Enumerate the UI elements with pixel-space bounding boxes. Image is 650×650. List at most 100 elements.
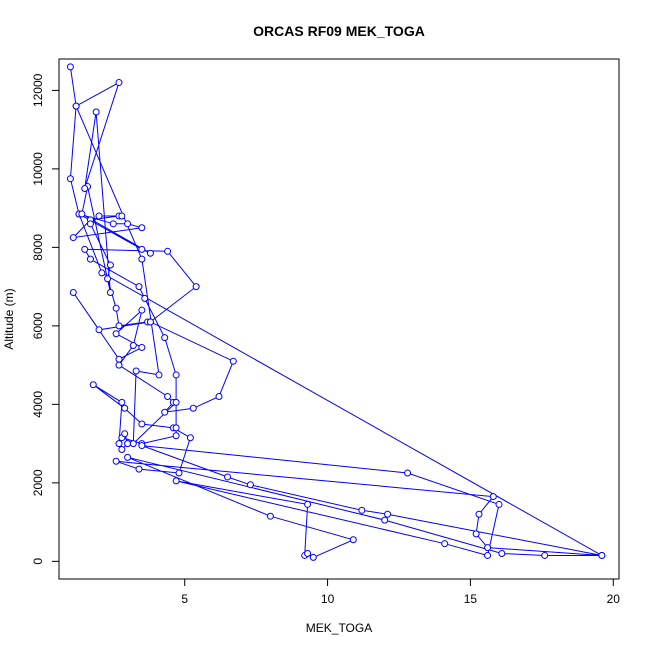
data-point <box>161 408 169 416</box>
data-point <box>266 512 274 520</box>
data-point <box>164 393 172 401</box>
data-point <box>115 79 123 87</box>
data-point <box>172 477 180 485</box>
data-point <box>164 247 172 255</box>
data-point <box>81 185 89 193</box>
data-point <box>135 283 143 291</box>
data-point <box>161 334 169 342</box>
data-point <box>66 175 74 183</box>
data-point <box>104 275 112 283</box>
y-tick-label: 10000 <box>31 152 45 186</box>
data-point <box>132 367 140 375</box>
data-point <box>381 516 389 524</box>
data-point <box>121 430 129 438</box>
data-point <box>129 341 137 349</box>
data-point <box>106 261 114 269</box>
data-point <box>86 220 94 228</box>
data-point <box>86 255 94 263</box>
data-point <box>192 283 200 291</box>
data-point <box>498 549 506 557</box>
data-point <box>484 544 492 552</box>
data-point <box>172 432 180 440</box>
data-point <box>69 289 77 297</box>
data-point <box>106 289 114 297</box>
data-point <box>172 398 180 406</box>
data-point <box>89 381 97 389</box>
data-point <box>135 465 143 473</box>
y-axis: 0 2000 4000 6000 8000 10000 12000 <box>31 73 60 565</box>
data-point <box>349 536 357 544</box>
y-axis-label: Altitude (m) <box>2 288 16 349</box>
data-point <box>229 357 237 365</box>
data-point <box>72 102 80 110</box>
x-tick-label: 20 <box>607 592 621 606</box>
plot-frame <box>58 58 620 580</box>
data-point <box>115 440 123 448</box>
data-point <box>309 553 317 561</box>
data-point <box>475 510 483 518</box>
y-tick-label: 4000 <box>31 391 45 418</box>
data-point <box>95 212 103 220</box>
data-point <box>81 245 89 253</box>
data-point <box>186 434 194 442</box>
data-point <box>304 549 312 557</box>
y-tick-label: 6000 <box>31 312 45 339</box>
data-point <box>129 440 137 448</box>
data-point <box>138 420 146 428</box>
data-point <box>141 294 149 302</box>
x-tick-label: 15 <box>464 592 478 606</box>
data-point <box>124 440 132 448</box>
x-axis-label: MEK_TOGA <box>306 621 372 635</box>
chart-title: ORCAS RF09 MEK_TOGA <box>253 23 425 39</box>
data-point <box>112 304 120 312</box>
data-point <box>598 551 606 559</box>
data-point <box>304 500 312 508</box>
data-point <box>172 424 180 432</box>
data-point <box>138 343 146 351</box>
data-point <box>189 404 197 412</box>
data-point <box>146 249 154 257</box>
data-point <box>541 551 549 559</box>
data-point <box>112 330 120 338</box>
data-point <box>138 245 146 253</box>
data-point <box>472 530 480 538</box>
data-point <box>484 551 492 559</box>
y-tick-label: 8000 <box>31 234 45 261</box>
y-tick-label: 0 <box>31 558 45 565</box>
data-point <box>118 445 126 453</box>
data-point <box>404 469 412 477</box>
x-tick-label: 10 <box>321 592 335 606</box>
data-point <box>215 393 223 401</box>
data-point <box>118 398 126 406</box>
data-point <box>138 255 146 263</box>
data-point <box>384 510 392 518</box>
data-point <box>155 371 163 379</box>
data-point <box>146 318 154 326</box>
data-point <box>78 210 86 218</box>
data-point <box>124 453 132 461</box>
data-point <box>495 500 503 508</box>
data-point <box>172 371 180 379</box>
data-point <box>115 361 123 369</box>
y-tick-label: 2000 <box>31 469 45 496</box>
data-point <box>489 493 497 501</box>
data-point <box>246 481 254 489</box>
data-point <box>138 224 146 232</box>
series-layer <box>66 63 606 561</box>
data-point <box>109 220 117 228</box>
data-point <box>358 506 366 514</box>
data-point <box>118 212 126 220</box>
series-line <box>69 66 604 558</box>
y-tick-label: 12000 <box>31 73 45 107</box>
data-point <box>92 108 100 116</box>
data-point <box>69 234 77 242</box>
data-point <box>121 404 129 412</box>
series-0 <box>66 63 606 561</box>
x-axis: 5 10 15 20 <box>181 578 621 606</box>
data-point <box>66 63 74 71</box>
data-point <box>224 473 232 481</box>
data-point <box>175 469 183 477</box>
data-point <box>95 326 103 334</box>
x-tick-label: 5 <box>181 592 188 606</box>
